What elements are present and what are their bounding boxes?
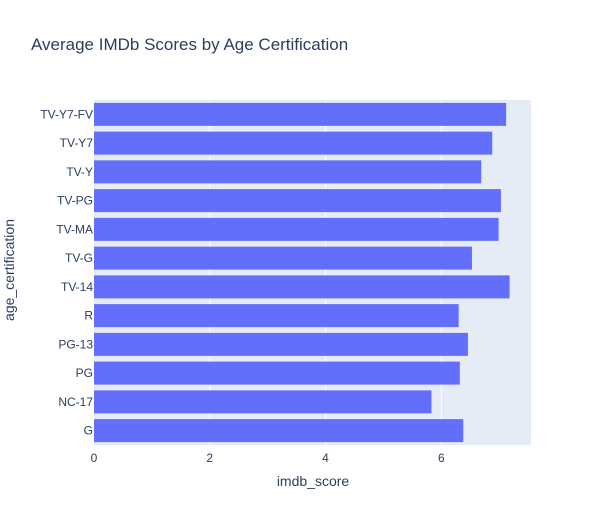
y-tick-label: TV-Y7 [60,136,94,150]
bar-tv-y[interactable] [94,160,482,184]
bar-nc-17[interactable] [94,390,432,414]
gridlines [209,100,442,445]
x-tick-label: 6 [438,451,445,465]
y-axis-title: age_certification [1,219,17,321]
chart-title: Average IMDb Scores by Age Certification [31,35,348,54]
x-axis-ticks: 0 2 4 6 [91,451,445,465]
y-tick-label: TV-G [65,251,93,265]
bar-g[interactable] [94,419,464,443]
y-tick-label: R [84,309,93,323]
y-tick-label: PG [76,366,93,380]
y-tick-label: PG-13 [58,337,93,351]
x-tick-label: 4 [322,451,329,465]
y-axis-ticks: TV-Y7-FV TV-Y7 TV-Y TV-PG TV-MA TV-G TV-14 R PG-… [40,107,93,437]
x-tick-label: 0 [91,451,98,465]
y-tick-label: TV-MA [56,222,93,236]
bar-tv-pg[interactable] [94,189,501,213]
y-tick-label: NC-17 [58,395,93,409]
bar-tv-y7-fv[interactable] [94,102,507,126]
bars [94,102,510,443]
bar-tv-g[interactable] [94,246,472,270]
x-axis-title: imdb_score [277,473,350,489]
y-tick-label: G [84,424,93,438]
bar-pg[interactable] [94,361,460,385]
bar-tv-y7[interactable] [94,131,493,155]
y-tick-label: TV-Y7-FV [40,107,93,121]
y-tick-label: TV-Y [66,165,93,179]
y-tick-label: TV-PG [57,194,93,208]
bar-pg-13[interactable] [94,332,468,356]
x-tick-label: 2 [206,451,213,465]
bar-tv-ma[interactable] [94,217,499,241]
bar-r[interactable] [94,304,459,328]
y-tick-label: TV-14 [61,280,93,294]
plot-area [94,100,531,445]
bar-tv-14[interactable] [94,275,510,299]
